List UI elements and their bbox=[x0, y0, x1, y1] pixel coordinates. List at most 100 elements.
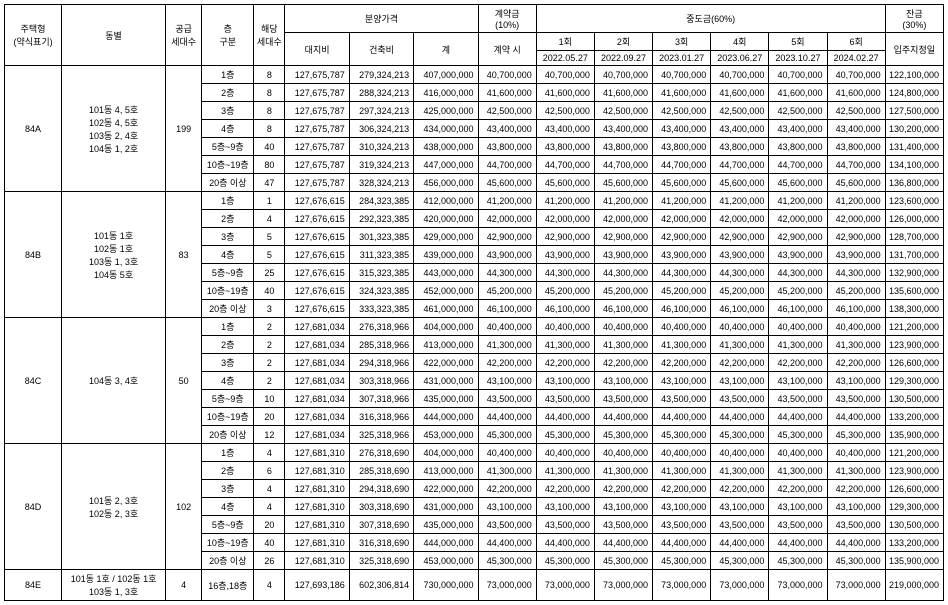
cell-mid2: 45,200,000 bbox=[594, 282, 652, 300]
hdr-mid6: 6회 bbox=[827, 33, 885, 51]
cell-build: 303,318,690 bbox=[349, 498, 413, 516]
cell-deposit: 44,700,000 bbox=[478, 156, 536, 174]
cell-deposit: 42,000,000 bbox=[478, 210, 536, 228]
cell-mid3: 44,300,000 bbox=[653, 264, 711, 282]
cell-count: 40 bbox=[254, 282, 285, 300]
cell-final: 130,500,000 bbox=[885, 516, 943, 534]
cell-mid2: 44,300,000 bbox=[594, 264, 652, 282]
cell-mid2: 43,100,000 bbox=[594, 498, 652, 516]
cell-mid6: 43,100,000 bbox=[827, 372, 885, 390]
cell-mid1: 40,700,000 bbox=[536, 66, 594, 84]
cell-final: 124,800,000 bbox=[885, 84, 943, 102]
cell-deposit: 43,900,000 bbox=[478, 246, 536, 264]
cell-count: 25 bbox=[254, 264, 285, 282]
cell-mid1: 45,600,000 bbox=[536, 174, 594, 192]
cell-mid3: 45,300,000 bbox=[653, 426, 711, 444]
cell-mid4: 41,300,000 bbox=[711, 336, 769, 354]
cell-count: 4 bbox=[254, 444, 285, 462]
cell-deposit: 73,000,000 bbox=[478, 570, 536, 601]
cell-dong: 101동 4, 5호102동 4, 5호103동 2, 4호104동 1, 2호 bbox=[62, 66, 166, 192]
cell-mid6: 42,000,000 bbox=[827, 210, 885, 228]
cell-mid4: 43,100,000 bbox=[711, 372, 769, 390]
cell-mid2: 42,200,000 bbox=[594, 480, 652, 498]
cell-count: 8 bbox=[254, 102, 285, 120]
cell-mid5: 46,100,000 bbox=[769, 300, 827, 318]
cell-count: 4 bbox=[254, 498, 285, 516]
cell-mid3: 43,900,000 bbox=[653, 246, 711, 264]
cell-mid6: 45,300,000 bbox=[827, 552, 885, 570]
hdr-d1: 2022.05.27 bbox=[536, 51, 594, 66]
cell-final: 135,600,000 bbox=[885, 282, 943, 300]
hdr-d4: 2023.06.27 bbox=[711, 51, 769, 66]
cell-deposit: 41,200,000 bbox=[478, 192, 536, 210]
cell-mid5: 40,400,000 bbox=[769, 444, 827, 462]
cell-mid4: 43,500,000 bbox=[711, 516, 769, 534]
table-row: 84E101동 1호 / 102동 1호103동 1, 3호416층,18층41… bbox=[5, 570, 944, 601]
cell-mid3: 44,400,000 bbox=[653, 408, 711, 426]
cell-mid3: 45,600,000 bbox=[653, 174, 711, 192]
cell-sum: 420,000,000 bbox=[414, 210, 478, 228]
cell-mid1: 41,200,000 bbox=[536, 192, 594, 210]
cell-deposit: 44,300,000 bbox=[478, 264, 536, 282]
cell-mid5: 42,200,000 bbox=[769, 354, 827, 372]
cell-mid4: 45,300,000 bbox=[711, 426, 769, 444]
cell-mid4: 41,600,000 bbox=[711, 84, 769, 102]
cell-count: 2 bbox=[254, 336, 285, 354]
cell-floor: 4층 bbox=[202, 246, 254, 264]
cell-land: 127,675,787 bbox=[285, 120, 349, 138]
cell-build: 284,323,385 bbox=[349, 192, 413, 210]
cell-mid4: 40,400,000 bbox=[711, 318, 769, 336]
cell-land: 127,681,034 bbox=[285, 318, 349, 336]
cell-land: 127,676,615 bbox=[285, 192, 349, 210]
cell-floor: 1층 bbox=[202, 444, 254, 462]
cell-deposit: 40,700,000 bbox=[478, 66, 536, 84]
cell-mid6: 43,100,000 bbox=[827, 498, 885, 516]
cell-mid6: 43,500,000 bbox=[827, 390, 885, 408]
cell-mid1: 44,400,000 bbox=[536, 534, 594, 552]
cell-mid6: 43,500,000 bbox=[827, 516, 885, 534]
cell-land: 127,681,034 bbox=[285, 336, 349, 354]
cell-mid1: 41,300,000 bbox=[536, 336, 594, 354]
cell-mid4: 43,400,000 bbox=[711, 120, 769, 138]
cell-sum: 434,000,000 bbox=[414, 120, 478, 138]
cell-supply: 102 bbox=[166, 444, 202, 570]
cell-mid3: 45,300,000 bbox=[653, 552, 711, 570]
cell-mid6: 41,300,000 bbox=[827, 336, 885, 354]
cell-final: 135,900,000 bbox=[885, 552, 943, 570]
cell-build: 602,306,814 bbox=[349, 570, 413, 601]
cell-land: 127,676,615 bbox=[285, 282, 349, 300]
cell-land: 127,681,034 bbox=[285, 408, 349, 426]
cell-mid1: 44,400,000 bbox=[536, 408, 594, 426]
cell-mid5: 44,300,000 bbox=[769, 264, 827, 282]
cell-mid1: 41,600,000 bbox=[536, 84, 594, 102]
cell-deposit: 44,400,000 bbox=[478, 534, 536, 552]
cell-mid5: 41,600,000 bbox=[769, 84, 827, 102]
cell-mid2: 41,300,000 bbox=[594, 462, 652, 480]
cell-deposit: 42,900,000 bbox=[478, 228, 536, 246]
cell-sum: 456,000,000 bbox=[414, 174, 478, 192]
cell-type: 84C bbox=[5, 318, 62, 444]
table-row: 84B101동 1호102동 1호103동 1, 3호104동 5호831층11… bbox=[5, 192, 944, 210]
cell-final: 136,800,000 bbox=[885, 174, 943, 192]
cell-count: 12 bbox=[254, 426, 285, 444]
hdr-final-group: 잔금(30%) bbox=[885, 5, 943, 33]
cell-count: 4 bbox=[254, 480, 285, 498]
cell-dong: 101동 2, 3호102동 2, 3호 bbox=[62, 444, 166, 570]
cell-mid4: 40,700,000 bbox=[711, 66, 769, 84]
cell-mid2: 73,000,000 bbox=[594, 570, 652, 601]
cell-mid1: 40,400,000 bbox=[536, 444, 594, 462]
cell-mid4: 43,900,000 bbox=[711, 246, 769, 264]
cell-floor: 20층 이상 bbox=[202, 300, 254, 318]
cell-mid6: 40,400,000 bbox=[827, 318, 885, 336]
cell-mid3: 41,300,000 bbox=[653, 336, 711, 354]
cell-build: 292,323,385 bbox=[349, 210, 413, 228]
cell-mid3: 43,100,000 bbox=[653, 372, 711, 390]
cell-count: 47 bbox=[254, 174, 285, 192]
cell-count: 2 bbox=[254, 372, 285, 390]
cell-mid5: 43,800,000 bbox=[769, 138, 827, 156]
cell-mid4: 44,300,000 bbox=[711, 264, 769, 282]
cell-deposit: 41,300,000 bbox=[478, 336, 536, 354]
cell-mid1: 42,900,000 bbox=[536, 228, 594, 246]
cell-count: 80 bbox=[254, 156, 285, 174]
cell-count: 2 bbox=[254, 318, 285, 336]
